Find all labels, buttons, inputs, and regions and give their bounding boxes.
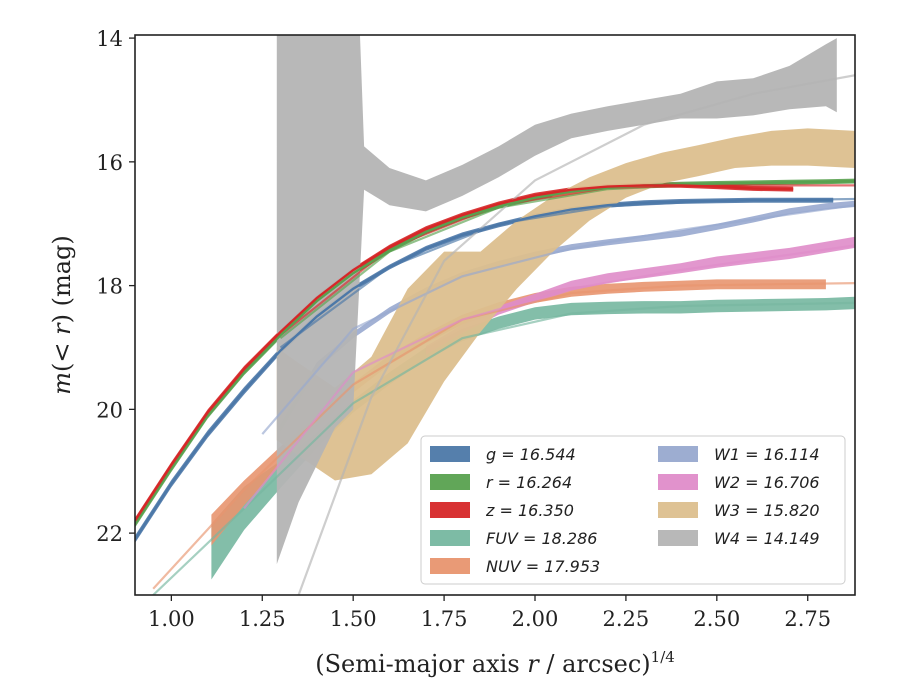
legend-swatch-g bbox=[430, 446, 470, 462]
legend-entries: g = 16.544 r = 16.264 z = 16.350 FUV = 18.2… bbox=[430, 445, 820, 576]
model-curve-w1 bbox=[261, 204, 855, 435]
models-layer bbox=[152, 74, 855, 595]
legend: g = 16.544 r = 16.264 z = 16.350 FUV = 18.2… bbox=[420, 435, 846, 585]
x-tick-label: 2.50 bbox=[693, 607, 740, 631]
line-z bbox=[135, 184, 794, 522]
x-tick-label: 2.25 bbox=[603, 607, 650, 631]
x-tick-label: 1.25 bbox=[239, 607, 286, 631]
legend-swatch-nuv bbox=[430, 558, 470, 574]
legend-label-nuv: NUV = 17.953 bbox=[486, 557, 600, 576]
ticks-layer: 1.00 1.25 1.50 1.75 2.00 2.25 2.50 2.75 14 16 18 20… bbox=[96, 27, 831, 631]
y-tick-label: 22 bbox=[96, 522, 123, 546]
y-tick-label: 20 bbox=[96, 398, 123, 422]
line-r bbox=[135, 179, 855, 525]
legend-label-r: r = 16.264 bbox=[486, 473, 572, 492]
legend-swatch-w2 bbox=[658, 474, 698, 490]
legend-label-w4: W4 = 14.149 bbox=[714, 529, 820, 548]
legend-label-g: g = 16.544 bbox=[486, 445, 576, 464]
lines-layer bbox=[135, 179, 855, 540]
line-g bbox=[135, 199, 834, 540]
legend-label-fuv: FUV = 18.286 bbox=[486, 529, 597, 548]
band-w2 bbox=[425, 236, 855, 355]
model-curve-w4 bbox=[297, 74, 855, 595]
legend-swatch-w3 bbox=[658, 502, 698, 518]
model-curve-w2 bbox=[243, 244, 855, 510]
x-tick-label: 2.75 bbox=[784, 607, 831, 631]
x-axis-label: (Semi-major axis r / arcsec)1/4 bbox=[315, 648, 675, 678]
legend-swatch-z bbox=[430, 502, 470, 518]
legend-label-w3: W3 = 15.820 bbox=[714, 501, 820, 520]
x-tick-label: 1.50 bbox=[330, 607, 377, 631]
legend-swatch-w4 bbox=[658, 530, 698, 546]
legend-label-w2: W2 = 16.706 bbox=[714, 473, 820, 492]
x-tick-label: 1.75 bbox=[421, 607, 468, 631]
legend-label-z: z = 16.350 bbox=[485, 501, 574, 520]
legend-swatch-r bbox=[430, 474, 470, 490]
legend-swatch-w1 bbox=[658, 446, 698, 462]
y-axis-label: m(< r) (mag) bbox=[48, 235, 76, 395]
x-tick-label: 1.00 bbox=[148, 607, 195, 631]
x-tick-label: 2.00 bbox=[512, 607, 559, 631]
plot-frame bbox=[134, 34, 856, 596]
y-tick-label: 16 bbox=[96, 151, 123, 175]
band-w1 bbox=[280, 200, 855, 432]
legend-box bbox=[420, 435, 846, 585]
band-w3 bbox=[276, 128, 855, 481]
legend-label-w1: W1 = 16.114 bbox=[714, 445, 820, 464]
y-tick-label: 14 bbox=[96, 27, 123, 51]
legend-swatch-fuv bbox=[430, 530, 470, 546]
y-tick-label: 18 bbox=[96, 275, 123, 299]
